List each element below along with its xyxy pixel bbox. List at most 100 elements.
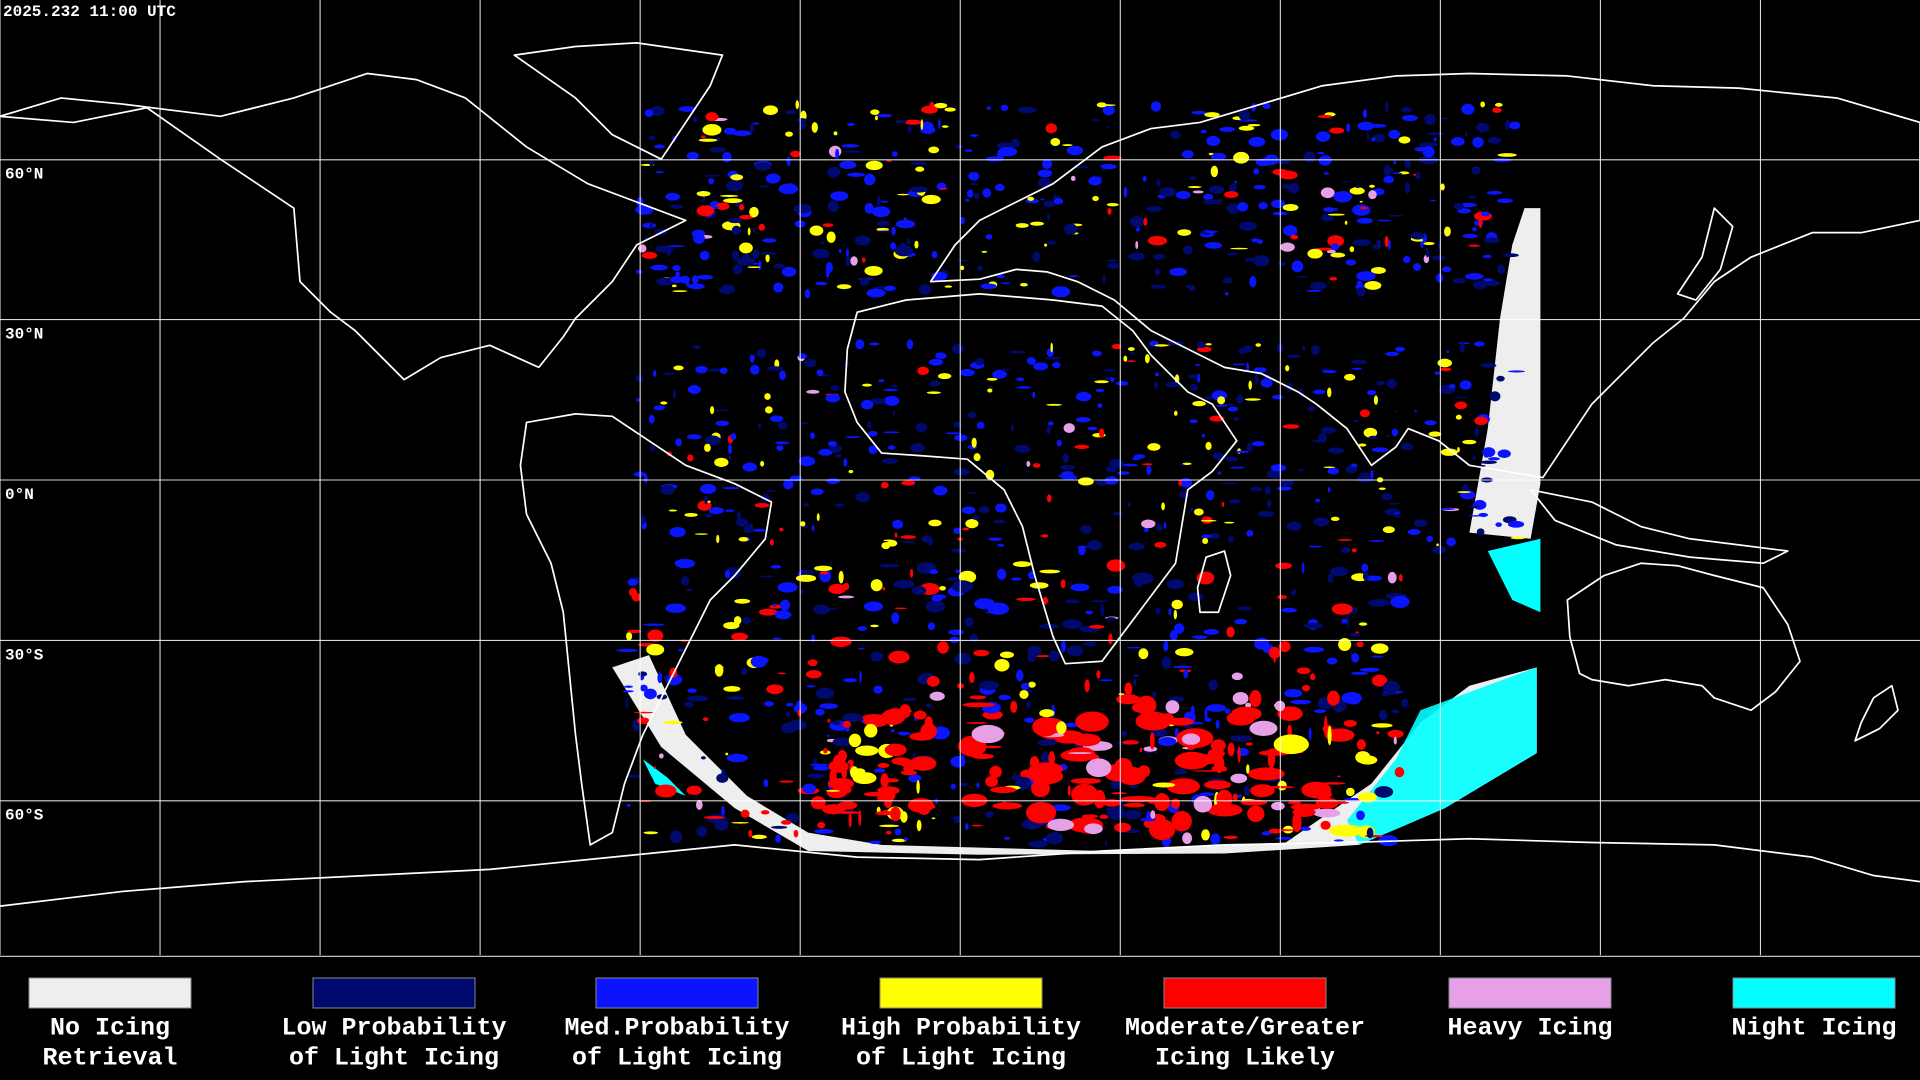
icing-patch	[821, 242, 824, 244]
icing-patch	[1078, 477, 1094, 486]
icing-patch	[980, 283, 997, 290]
icing-patch	[665, 603, 687, 613]
icing-patch	[1323, 715, 1328, 737]
icing-patch	[876, 220, 890, 227]
icing-patch	[944, 285, 953, 288]
icing-patch	[747, 266, 761, 268]
icing-patch	[1204, 708, 1208, 721]
icing-patch	[953, 527, 961, 534]
icing-patch	[686, 785, 702, 795]
icing-patch	[948, 629, 964, 635]
icing-patch	[931, 817, 936, 820]
icing-patch	[1095, 388, 1105, 393]
icing-patch	[1124, 810, 1142, 820]
legend-label: Icing Likely	[1155, 1044, 1335, 1073]
icing-patch	[649, 221, 653, 230]
icing-patch	[1082, 641, 1097, 647]
icing-patch	[763, 779, 769, 788]
icing-patch	[730, 822, 750, 824]
icing-patch	[921, 105, 939, 114]
icing-patch	[649, 445, 656, 452]
icing-patch	[1133, 674, 1139, 677]
icing-patch	[878, 563, 900, 568]
icing-patch	[868, 445, 878, 454]
icing-patch	[1378, 709, 1388, 721]
icing-patch	[1199, 792, 1215, 797]
icing-patch	[1113, 822, 1132, 833]
icing-patch	[1251, 441, 1265, 447]
icing-patch	[835, 503, 845, 508]
icing-patch	[716, 202, 730, 210]
icing-patch	[1312, 389, 1326, 395]
icing-patch	[1440, 448, 1458, 456]
icing-patch	[806, 685, 816, 688]
icing-patch	[1441, 266, 1452, 273]
icing-patch	[728, 455, 732, 461]
icing-patch	[1401, 107, 1413, 113]
icing-patch	[622, 690, 634, 693]
icing-patch	[720, 194, 739, 197]
legend-label: Med.Probability	[564, 1014, 789, 1043]
icing-patch	[1262, 102, 1271, 110]
icing-patch	[1210, 833, 1221, 846]
icing-patch	[1398, 574, 1403, 582]
icing-patch	[819, 571, 829, 575]
icing-patch	[1317, 114, 1333, 119]
australia	[1566, 562, 1801, 712]
icing-patch	[1196, 341, 1207, 348]
icing-patch	[1066, 145, 1084, 156]
icing-patch	[1509, 121, 1521, 130]
icing-patch	[1386, 434, 1391, 438]
icing-patch	[1459, 342, 1465, 354]
icing-patch	[926, 391, 941, 394]
icing-patch	[1439, 507, 1456, 510]
icing-patch	[1061, 619, 1083, 629]
icing-patch	[902, 697, 917, 702]
icing-patch	[751, 528, 768, 532]
icing-patch	[1126, 360, 1136, 363]
icing-patch	[1369, 184, 1375, 188]
icing-patch	[962, 702, 995, 708]
icing-patch	[976, 421, 985, 429]
icing-patch	[1333, 839, 1344, 842]
icing-patch	[1270, 129, 1289, 141]
icing-patch	[1359, 667, 1380, 672]
icing-patch	[1290, 234, 1299, 240]
legend-label: Retrieval	[42, 1044, 177, 1073]
icing-patch	[696, 826, 708, 837]
icing-patch	[678, 106, 696, 112]
icing-patch	[704, 174, 721, 177]
icing-patch	[876, 113, 893, 118]
icing-patch	[1253, 367, 1267, 373]
icing-patch	[894, 607, 908, 610]
icing-patch	[1032, 463, 1041, 468]
icing-patch	[1046, 348, 1054, 358]
icing-patch	[1275, 562, 1292, 569]
icing-patch	[903, 217, 908, 227]
icing-patch	[1358, 622, 1368, 626]
icing-patch	[1181, 150, 1194, 159]
icing-patch	[985, 234, 993, 240]
icing-patch	[1024, 717, 1035, 723]
icing-patch	[1228, 499, 1241, 504]
icing-patch	[1388, 502, 1400, 505]
icing-patch	[652, 370, 657, 378]
icing-patch	[749, 122, 755, 132]
icing-patch	[723, 621, 740, 630]
icing-patch	[1230, 247, 1248, 250]
icing-patch	[1161, 502, 1165, 511]
icing-patch	[1329, 277, 1338, 281]
icing-patch	[765, 254, 770, 263]
icing-patch	[771, 825, 788, 829]
icing-patch	[877, 763, 890, 768]
icing-patch	[625, 698, 629, 710]
icing-patch	[964, 149, 973, 153]
icing-patch	[985, 611, 994, 614]
icing-patch	[1212, 452, 1225, 461]
icing-patch	[1128, 501, 1131, 507]
icing-patch	[1130, 351, 1135, 355]
icing-patch	[1170, 798, 1181, 809]
icing-patch	[1488, 457, 1500, 461]
icing-patch	[1048, 650, 1060, 662]
icing-patch	[1248, 136, 1266, 147]
